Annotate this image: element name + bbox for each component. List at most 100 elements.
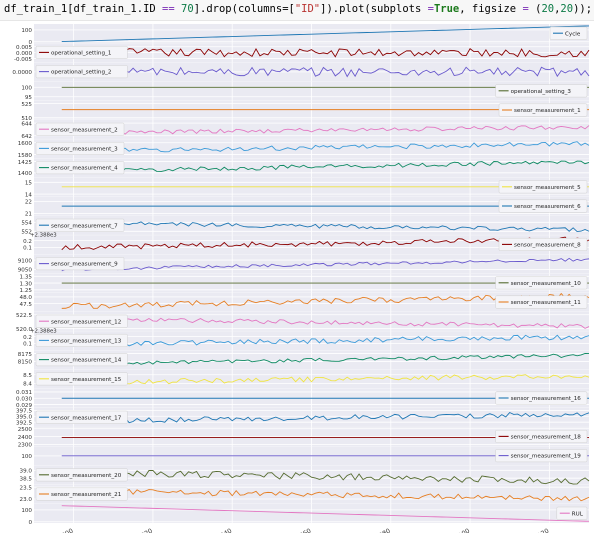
y-tick-label: 14 <box>25 192 33 198</box>
legend-box <box>495 429 588 443</box>
y-tick-label: 1425 <box>18 160 33 166</box>
legend-label: sensor_measurement_1 <box>514 108 581 114</box>
y-tick-label: 0.000 <box>16 51 32 57</box>
legend-box <box>35 468 128 482</box>
code-token: 70 <box>181 3 194 15</box>
subplot-sensor_measurement_8: 0.20.1 +2.388e3 sensor_measurement_8 <box>23 233 590 255</box>
legend-label: sensor_measurement_11 <box>511 300 582 306</box>
x-tick-label: 14020 <box>133 528 154 533</box>
code-token: )); <box>573 3 593 15</box>
series-line <box>61 141 590 155</box>
y-tick-label: 22 <box>25 200 32 206</box>
legend-box <box>495 449 588 463</box>
legend-box <box>498 103 588 117</box>
series-line <box>61 488 590 502</box>
legend-box <box>35 314 128 328</box>
x-tick-label: 14040 <box>212 528 233 533</box>
legend-box <box>498 180 588 194</box>
subplot-sensor_measurement_2: 644 642 sensor_measurement_2 <box>21 120 590 140</box>
y-tick-label: 39.0 <box>20 469 33 475</box>
legend-label: Cycle <box>565 31 581 37</box>
subplot-sensor_measurement_21: 23.5 23.0 sensor_measurement_21 <box>20 484 590 504</box>
x-tick-label: 14060 <box>292 528 313 533</box>
y-tick-label: 2500 <box>18 427 33 433</box>
legend-label: sensor_measurement_14 <box>51 358 122 364</box>
offset-label: +2.388e3 <box>30 329 57 335</box>
legend-label: sensor_measurement_19 <box>511 454 582 460</box>
subplot-Cycle: 100 0 Cycle <box>21 24 590 46</box>
y-tick-label: 0.1 <box>23 246 32 252</box>
subplot-sensor_measurement_3: 1600 1580 sensor_measurement_3 <box>18 139 590 159</box>
y-tick-label: 554 <box>21 221 32 227</box>
legend-box <box>35 333 128 347</box>
subplot-sensor_measurement_10: 1.351.301.25 sensor_measurement_10 <box>20 273 589 294</box>
code-cell[interactable]: df_train_1[df_train_1.ID == 70].drop(col… <box>0 0 594 21</box>
code-line: df_train_1[df_train_1.ID == 70].drop(col… <box>4 3 592 15</box>
series-line <box>61 220 590 233</box>
x-tick-label: 14120 <box>529 528 550 533</box>
y-tick-label: 0 <box>28 520 32 526</box>
subplot-sensor_measurement_5: 15 14 sensor_measurement_5 <box>25 177 589 198</box>
series-line <box>61 316 590 329</box>
subplot-sensor_measurement_14: 8175 8150 sensor_measurement_14 <box>18 350 590 370</box>
x-tick-label: 14080 <box>371 528 392 533</box>
code-token: True <box>433 3 460 15</box>
y-tick-label: 8.4 <box>23 382 32 388</box>
series-line <box>61 505 590 522</box>
y-tick-label: 392.5 <box>16 420 32 426</box>
y-tick-label: 397.5 <box>16 409 32 415</box>
legend-box <box>495 391 588 405</box>
y-tick-label: 642 <box>21 134 32 140</box>
legend-label: sensor_measurement_9 <box>51 262 118 268</box>
y-tick-label: 0.0000 <box>12 70 32 76</box>
y-tick-label: 520.0 <box>16 327 32 333</box>
y-tick-label: 2400 <box>18 435 33 441</box>
legend-label: sensor_measurement_18 <box>511 435 582 441</box>
subplot-sensor_measurement_15: 8.5 8.4 sensor_measurement_15 <box>23 369 590 389</box>
y-tick-label: 9100 <box>18 258 33 264</box>
y-tick-label: 0 <box>28 40 32 46</box>
legend-label: sensor_measurement_13 <box>51 339 122 345</box>
subplot-sensor_measurement_6: 22 21 sensor_measurement_6 <box>25 196 589 218</box>
legend-label: sensor_measurement_17 <box>51 415 122 421</box>
y-tick-label: 8175 <box>18 352 33 358</box>
y-tick-label: 0.2 <box>23 239 32 245</box>
subplot-RUL: 100 0 RUL <box>21 504 590 526</box>
y-tick-label: 38.5 <box>20 476 33 482</box>
y-tick-label: 47.5 <box>20 302 33 308</box>
code-token: , <box>554 3 561 15</box>
legend-box <box>498 237 588 251</box>
y-tick-label: 2300 <box>18 443 33 449</box>
subplot-operational_setting_3: 100 95 operational_setting_3 <box>21 81 589 101</box>
code-token: "ID" <box>294 3 321 15</box>
x-tick-label: 14000 <box>54 528 75 533</box>
y-tick-label: 21 <box>25 212 33 218</box>
legend-box <box>495 295 588 309</box>
y-tick-label: 510 <box>21 116 32 122</box>
code-token: 20 <box>560 3 574 15</box>
legend-box <box>495 84 588 98</box>
y-tick-label: 9050 <box>18 268 33 274</box>
legend-label: sensor_measurement_3 <box>51 147 118 153</box>
subplot-sensor_measurement_4: 1425 1400 sensor_measurement_4 <box>18 158 590 178</box>
code-token: , figsize <box>459 3 523 15</box>
legend-label: sensor_measurement_4 <box>51 166 118 172</box>
y-tick-label: 395.0 <box>16 414 32 420</box>
series-line <box>61 66 590 78</box>
series-line <box>61 257 590 272</box>
subplot-sensor_measurement_12: 522.5 520.0 sensor_measurement_12 <box>16 312 590 333</box>
x-tick-label: 14100 <box>450 528 471 533</box>
offset-label: +2.388e3 <box>30 233 57 239</box>
legend-label: sensor_measurement_5 <box>514 185 581 191</box>
code-token: ]).plot(subplots <box>320 3 428 15</box>
code-token: ].drop(columns=[ <box>193 3 295 15</box>
y-tick-label: 644 <box>21 121 32 127</box>
legend-label: sensor_measurement_20 <box>51 473 122 479</box>
series-line <box>61 25 590 43</box>
y-tick-label: 1400 <box>18 171 33 177</box>
code-token: = <box>522 3 529 15</box>
series-line <box>61 353 590 367</box>
legend-label: operational_setting_3 <box>511 89 572 95</box>
